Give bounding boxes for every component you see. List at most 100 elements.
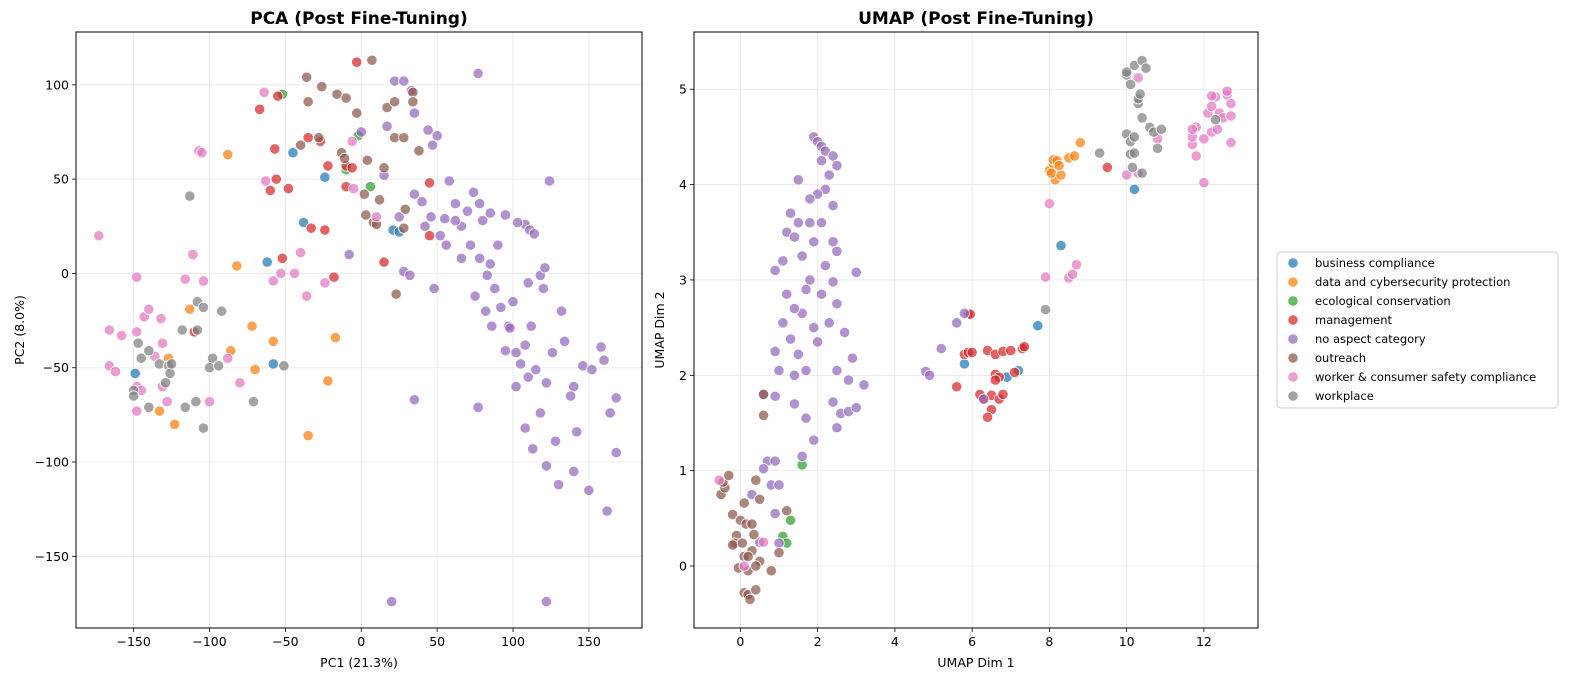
pca-point-no-aspect-category: [469, 290, 481, 302]
pca-point-workplace: [184, 190, 196, 202]
pca-point-no-aspect-category: [543, 175, 556, 187]
pca-point-no-aspect-category: [525, 320, 537, 332]
pca-point-no-aspect-category: [546, 347, 559, 359]
pca-point-workplace: [165, 358, 178, 370]
umap-point-workplace: [1128, 147, 1140, 159]
umap-point-no-aspect-category: [819, 260, 831, 272]
pca-point-no-aspect-category: [425, 211, 437, 223]
umap-point-business-compliance: [1055, 240, 1067, 252]
pca-point-no-aspect-category: [540, 595, 553, 608]
pca-point-workplace: [135, 352, 147, 364]
umap-title: UMAP (Post Fine-Tuning): [858, 9, 1094, 29]
umap-point-worker-consumer-safety-compliance: [1186, 123, 1198, 135]
umap-point-outreach: [757, 388, 770, 400]
umap-point-worker-consumer-safety-compliance: [1225, 110, 1237, 122]
umap-point-workplace: [1136, 167, 1148, 179]
pca-point-workplace: [197, 422, 210, 434]
umap-x-axis-label: UMAP Dim 1: [937, 655, 1014, 670]
umap-point-data-and-cybersecurity-protection: [1074, 137, 1086, 149]
pca-point-worker-consumer-safety-compliance: [143, 303, 155, 315]
umap-point-no-aspect-category: [788, 231, 801, 243]
pca-point-workplace: [164, 367, 176, 379]
pca-point-outreach: [407, 96, 419, 108]
umap-point-no-aspect-category: [827, 236, 839, 248]
umap-point-no-aspect-category: [831, 364, 843, 377]
pca-point-management: [328, 271, 340, 283]
umap-point-no-aspect-category: [831, 245, 843, 257]
pca-point-business-compliance: [319, 171, 331, 183]
umap-point-outreach: [738, 497, 750, 509]
umap-y-tick-label: 5: [679, 82, 687, 97]
umap-point-no-aspect-category: [804, 193, 816, 205]
pca-point-no-aspect-category: [610, 446, 622, 459]
pca-x-axis-label: PC1 (21.3%): [320, 655, 398, 670]
pca-point-worker-consumer-safety-compliance: [196, 147, 208, 159]
umap-point-worker-consumer-safety-compliance: [1198, 177, 1210, 189]
pca-point-no-aspect-category: [484, 258, 496, 270]
umap-point-data-and-cybersecurity-protection: [1053, 159, 1065, 172]
pca-x-tick-label: −50: [272, 634, 298, 649]
pca-point-workplace: [132, 337, 144, 349]
pca-point-worker-consumer-safety-compliance: [93, 230, 105, 242]
pca-point-no-aspect-category: [610, 392, 622, 404]
pca-point-no-aspect-category: [528, 228, 540, 240]
pca-point-workplace: [143, 401, 155, 413]
umap-point-management: [1009, 366, 1021, 379]
umap-points: [713, 55, 1237, 605]
umap-point-worker-consumer-safety-compliance: [1198, 133, 1210, 145]
umap-point-no-aspect-category: [831, 422, 843, 434]
umap-point-no-aspect-category: [769, 507, 781, 520]
pca-point-data-and-cybersecurity-protection: [302, 430, 314, 442]
umap-point-worker-consumer-safety-compliance: [1121, 169, 1133, 181]
pca-point-worker-consumer-safety-compliance: [103, 324, 115, 336]
umap-point-no-aspect-category: [792, 174, 804, 186]
pca-point-no-aspect-category: [519, 422, 531, 434]
pca-point-no-aspect-category: [408, 107, 420, 119]
pca-point-management: [254, 103, 266, 115]
pca-point-outreach: [398, 132, 410, 144]
umap-point-no-aspect-category: [815, 217, 828, 229]
legend-label-outreach: outreach: [1315, 351, 1366, 365]
pca-point-management: [264, 184, 276, 197]
umap-point-management: [981, 411, 994, 423]
pca-point-outreach: [316, 81, 328, 93]
pca-y-tick-label: −100: [35, 455, 69, 470]
pca-point-no-aspect-category: [386, 595, 398, 608]
pca-point-no-aspect-category: [527, 443, 539, 455]
pca-point-management: [276, 252, 288, 264]
umap-y-tick-label: 0: [679, 559, 687, 574]
pca-point-management: [423, 230, 436, 242]
pca-point-data-and-cybersecurity-protection: [184, 303, 196, 315]
umap-point-management: [997, 388, 1009, 400]
umap-y-tick-label: 4: [679, 177, 687, 192]
pca-point-worker-consumer-safety-compliance: [234, 377, 246, 389]
pca-point-no-aspect-category: [419, 220, 431, 232]
umap-point-no-aspect-category: [769, 455, 781, 467]
umap-x-tick-label: 4: [891, 634, 899, 649]
pca-point-worker-consumer-safety-compliance: [131, 405, 143, 417]
pca-point-outreach: [407, 86, 419, 98]
pca-y-tick-label: −50: [43, 360, 69, 375]
pca-point-no-aspect-category: [464, 239, 477, 251]
pca-point-outreach: [413, 145, 425, 157]
pca-point-worker-consumer-safety-compliance: [203, 396, 216, 408]
pca-x-tick-label: −100: [192, 634, 226, 649]
umap-point-worker-consumer-safety-compliance: [1070, 259, 1083, 271]
pca-point-ecological-conservation: [364, 181, 376, 193]
pca-point-no-aspect-category: [486, 320, 498, 332]
pca-point-outreach: [340, 92, 352, 104]
pca-point-worker-consumer-safety-compliance: [294, 247, 307, 259]
pca-point-outreach: [360, 209, 372, 221]
umap-y-axis-label: UMAP Dim 2: [652, 291, 667, 368]
umap-point-no-aspect-category: [827, 276, 839, 288]
umap-point-management: [1005, 344, 1017, 357]
pca-point-outreach: [302, 96, 314, 108]
umap-point-worker-consumer-safety-compliance: [1039, 271, 1052, 283]
pca-point-no-aspect-category: [571, 426, 583, 438]
pca-point-workplace: [278, 360, 290, 372]
pca-point-no-aspect-category: [489, 282, 501, 295]
umap-point-workplace: [1134, 88, 1146, 100]
pca-point-management: [272, 90, 284, 102]
pca-point-worker-consumer-safety-compliance: [346, 135, 358, 147]
